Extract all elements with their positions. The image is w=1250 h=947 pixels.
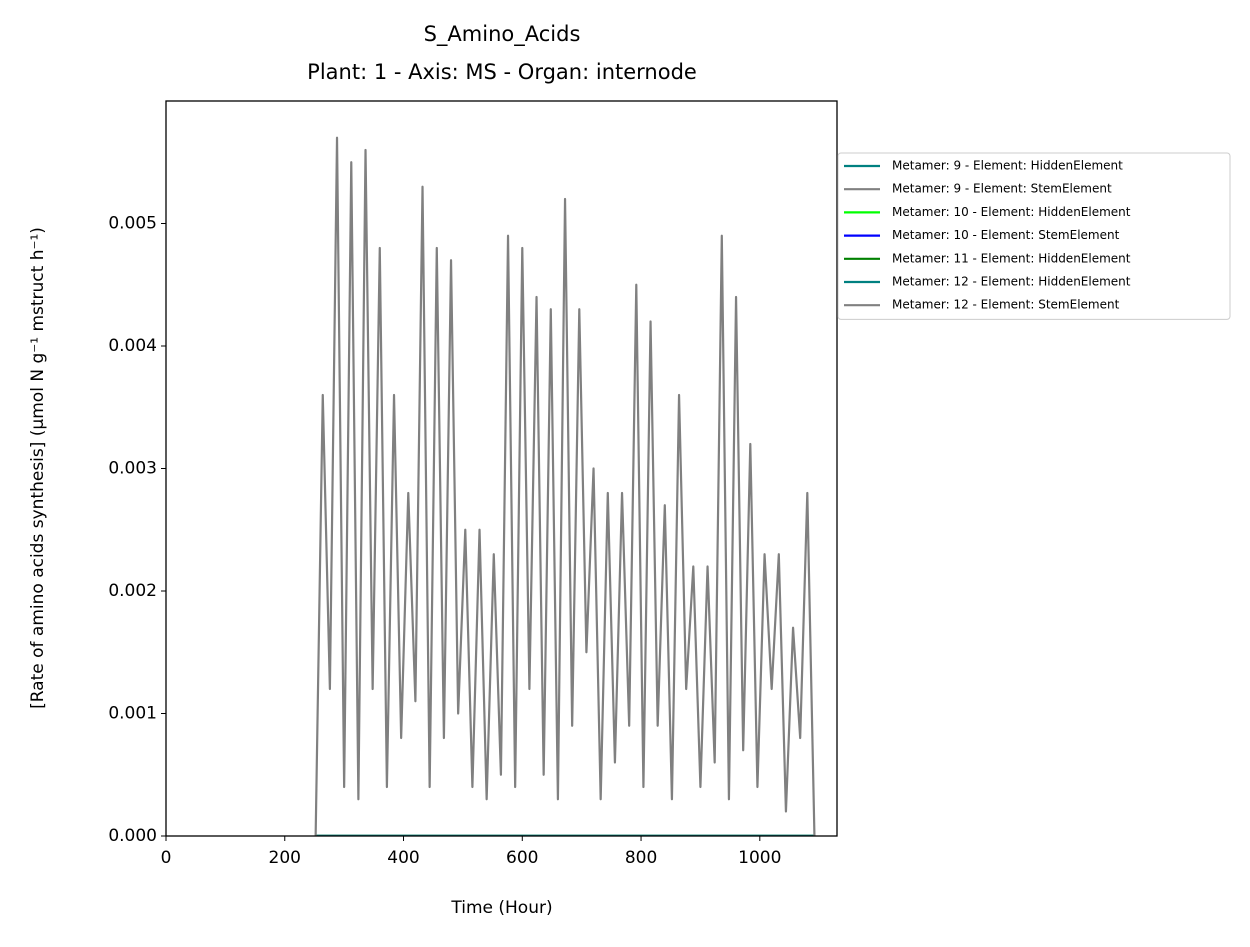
plot-frame <box>165 100 838 837</box>
y-tick-label: 0.000 <box>108 826 157 846</box>
chart-subtitle: Plant: 1 - Axis: MS - Organ: internode <box>307 60 697 84</box>
x-tick-label: 400 <box>387 848 419 868</box>
series-line <box>314 136 816 836</box>
legend-box <box>837 152 1231 320</box>
y-tick-label: 0.002 <box>108 581 157 601</box>
legend-label: Metamer: 10 - Element: StemElement <box>892 228 1120 242</box>
plot-lines <box>314 136 816 836</box>
chart-title: S_Amino_Acids <box>424 22 581 47</box>
x-tick-label: 800 <box>625 848 657 868</box>
legend-label: Metamer: 10 - Element: HiddenElement <box>892 205 1131 219</box>
x-tick-label: 600 <box>506 848 538 868</box>
legend-label: Metamer: 12 - Element: StemElement <box>892 298 1120 312</box>
legend-label: Metamer: 11 - Element: HiddenElement <box>892 251 1131 265</box>
x-tick-label: 0 <box>161 848 172 868</box>
legend-label: Metamer: 9 - Element: StemElement <box>892 182 1112 196</box>
x-axis-label: Time (Hour) <box>450 898 552 918</box>
x-tick-label: 1000 <box>738 848 781 868</box>
y-axis-label: [Rate of amino acids synthesis] (µmol N … <box>28 227 48 709</box>
y-tick-label: 0.003 <box>108 459 157 479</box>
x-tick-label: 200 <box>269 848 301 868</box>
y-tick-label: 0.001 <box>108 704 157 724</box>
legend-label: Metamer: 12 - Element: HiddenElement <box>892 275 1131 289</box>
legend-label: Metamer: 9 - Element: HiddenElement <box>892 159 1123 173</box>
y-tick-label: 0.005 <box>108 214 157 234</box>
y-tick-label: 0.004 <box>108 336 157 356</box>
